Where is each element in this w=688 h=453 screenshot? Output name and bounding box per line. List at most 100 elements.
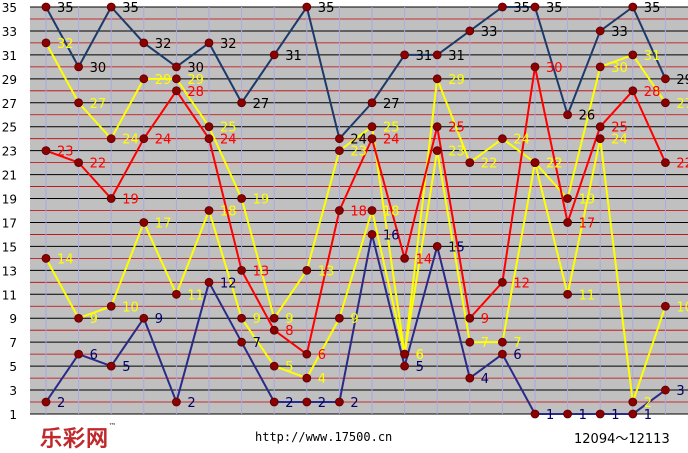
series-line bbox=[45, 6, 667, 140]
data-point bbox=[563, 110, 572, 120]
data-label: 25 bbox=[448, 121, 465, 136]
data-label: 24 bbox=[350, 133, 367, 148]
data-label: 1 bbox=[579, 408, 587, 423]
data-label: 29 bbox=[448, 73, 465, 88]
data-point bbox=[106, 134, 116, 144]
data-label: 30 bbox=[611, 61, 628, 76]
series-line bbox=[45, 233, 666, 415]
data-point bbox=[334, 313, 344, 323]
data-point bbox=[237, 98, 247, 108]
data-point bbox=[106, 194, 116, 203]
y-tick-label: 3 bbox=[9, 384, 17, 398]
data-label: 35 bbox=[513, 1, 530, 16]
data-label: 6 bbox=[416, 348, 424, 363]
data-point bbox=[171, 289, 181, 299]
data-point bbox=[204, 38, 214, 48]
series-line bbox=[45, 137, 667, 404]
data-point bbox=[106, 361, 116, 371]
data-label: 35 bbox=[122, 1, 139, 16]
data-label: 14 bbox=[57, 252, 74, 267]
data-point bbox=[367, 122, 377, 132]
data-label: 22 bbox=[90, 157, 107, 172]
data-point bbox=[41, 397, 51, 407]
y-tick-label: 17 bbox=[2, 216, 17, 230]
data-label: 28 bbox=[644, 85, 661, 100]
data-label: 32 bbox=[155, 37, 172, 52]
data-point bbox=[595, 409, 605, 419]
data-label: 2 bbox=[285, 396, 293, 411]
series-data-labels: 3530353230322731352427313133353526333529… bbox=[57, 1, 688, 423]
data-point bbox=[661, 98, 670, 108]
data-point bbox=[400, 361, 410, 371]
data-point bbox=[171, 397, 181, 407]
data-point bbox=[74, 98, 83, 108]
data-label: 7 bbox=[253, 336, 261, 351]
data-label: 2 bbox=[644, 396, 652, 411]
data-label: 13 bbox=[318, 264, 335, 279]
data-point bbox=[41, 2, 51, 12]
data-label: 5 bbox=[416, 360, 424, 375]
data-point bbox=[563, 289, 572, 299]
data-point bbox=[628, 86, 638, 96]
data-point bbox=[139, 38, 149, 48]
data-label: 22 bbox=[546, 157, 563, 172]
data-label: 27 bbox=[676, 97, 688, 112]
data-label: 35 bbox=[644, 1, 661, 16]
series-lines bbox=[45, 6, 667, 415]
data-label: 31 bbox=[285, 49, 302, 64]
y-tick-label: 15 bbox=[2, 240, 17, 254]
y-tick-label: 25 bbox=[2, 121, 17, 135]
data-label: 18 bbox=[383, 205, 400, 220]
data-label: 24 bbox=[220, 133, 237, 148]
data-label: 7 bbox=[481, 336, 489, 351]
data-label: 25 bbox=[611, 121, 628, 136]
data-label: 18 bbox=[350, 205, 367, 220]
data-point bbox=[595, 26, 605, 36]
data-label: 9 bbox=[90, 312, 98, 327]
data-label: 11 bbox=[579, 288, 596, 303]
data-point bbox=[497, 337, 507, 347]
data-point bbox=[432, 242, 442, 251]
data-label: 5 bbox=[122, 360, 130, 375]
data-label: 16 bbox=[383, 228, 400, 243]
data-label: 30 bbox=[187, 61, 204, 76]
data-point bbox=[237, 313, 247, 323]
data-point bbox=[497, 134, 507, 144]
y-tick-label: 5 bbox=[9, 360, 17, 374]
logo-trademark: ™ bbox=[109, 421, 118, 430]
y-tick-label: 19 bbox=[2, 193, 17, 207]
data-point bbox=[400, 349, 410, 359]
data-point bbox=[74, 313, 83, 323]
data-point bbox=[628, 397, 638, 407]
data-point bbox=[465, 26, 475, 36]
site-url: http://www.17500.cn bbox=[255, 430, 393, 444]
data-point bbox=[530, 409, 540, 419]
data-label: 4 bbox=[318, 372, 326, 387]
data-point bbox=[106, 2, 116, 12]
data-point bbox=[661, 385, 670, 395]
data-label: 18 bbox=[220, 205, 237, 220]
data-point bbox=[302, 349, 312, 359]
data-label: 1 bbox=[546, 408, 554, 423]
data-label: 24 bbox=[122, 133, 139, 148]
data-point bbox=[465, 337, 475, 347]
data-point bbox=[269, 397, 279, 407]
data-label: 35 bbox=[546, 1, 563, 16]
data-label: 8 bbox=[285, 324, 293, 339]
data-label: 29 bbox=[676, 73, 688, 88]
data-point bbox=[661, 158, 670, 168]
data-label: 14 bbox=[416, 252, 433, 267]
data-point bbox=[204, 277, 214, 287]
series-line bbox=[45, 65, 667, 356]
data-point bbox=[400, 253, 410, 263]
data-label: 19 bbox=[253, 193, 270, 208]
y-tick-label: 21 bbox=[2, 169, 17, 183]
data-point bbox=[139, 134, 149, 144]
data-label: 27 bbox=[253, 97, 270, 112]
data-point bbox=[465, 313, 475, 323]
data-point bbox=[367, 134, 377, 144]
data-label: 9 bbox=[253, 312, 261, 327]
data-label: 22 bbox=[546, 157, 563, 172]
